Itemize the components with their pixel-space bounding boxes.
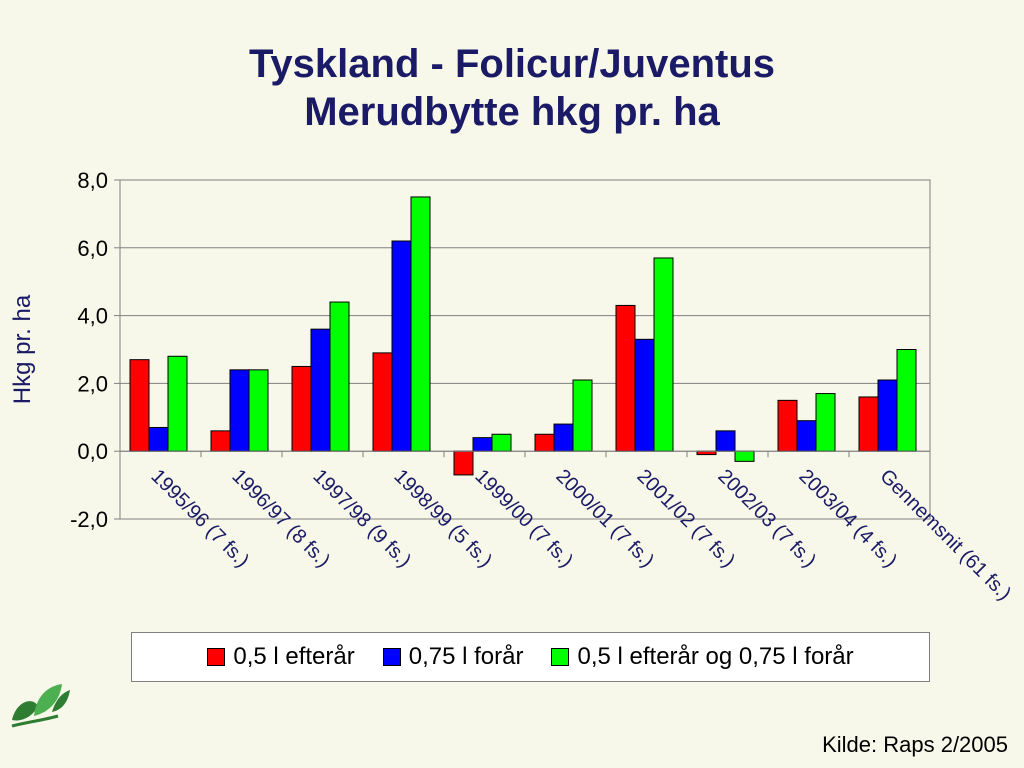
bar-2 [553,423,574,452]
source-text: Kilde: Raps 2/2005 [822,732,1008,757]
bar-3 [248,369,269,452]
bar-1 [696,450,717,456]
bar-1 [291,365,312,452]
legend-swatch-2 [382,648,401,666]
bar-1 [615,304,636,452]
legend: 0,5 l efterår 0,75 l forår 0,5 l efterår… [131,632,930,682]
bar-1 [534,433,555,452]
y-axis-label: Hkg pr. ha [9,294,36,404]
legend-swatch-3 [551,648,570,666]
bar-3 [410,196,431,452]
bar-2 [715,430,736,452]
y-tick-label: -2,0 [70,507,108,532]
bar-1 [372,352,393,452]
legend-label-1: 0,5 l efterår [233,643,355,670]
legend-item-1: 0,5 l efterår [207,643,355,671]
legend-item-2: 0,75 l forår [382,643,524,671]
bar-3 [572,379,593,452]
bar-2 [796,420,817,452]
bar-1 [129,359,150,452]
y-tick-label: 0,0 [77,439,108,464]
bar-3 [896,349,917,452]
legend-swatch-1 [207,648,226,666]
bar-3 [491,433,512,452]
legend-label-2: 0,75 l forår [408,643,524,670]
bar-3 [815,393,836,452]
bar-2 [148,426,169,452]
bar-1 [858,396,879,452]
title-line-1: Tyskland - Folicur/Juventus [248,42,776,86]
legend-item-3: 0,5 l efterår og 0,75 l forår [551,643,854,671]
bar-3 [653,257,674,452]
y-tick-label: 6,0 [77,236,108,261]
bar-1 [210,430,231,452]
y-tick-label: 4,0 [77,304,108,329]
legend-label-3: 0,5 l efterår og 0,75 l forår [577,643,854,670]
bar-2 [310,328,331,452]
x-tick-label: Gennemsnit (61 fs.) [875,465,1015,605]
leaf-logo-icon [11,684,70,728]
bar-3 [329,301,350,452]
plot-area [119,179,931,520]
title-line-2: Merudbytte hkg pr. ha [304,90,720,134]
y-tick-label: 2,0 [77,371,108,396]
chart-title: Tyskland - Folicur/Juventus Merudbytte h… [0,40,1024,136]
bar-3 [734,450,755,462]
bar-3 [167,355,188,452]
bar-1 [453,450,474,476]
bar-2 [391,240,412,452]
bar-2 [229,369,250,452]
bar-2 [472,437,493,452]
bar-2 [634,338,655,452]
bar-1 [777,399,798,452]
bar-2 [877,379,898,452]
y-tick-label: 8,0 [77,168,108,193]
